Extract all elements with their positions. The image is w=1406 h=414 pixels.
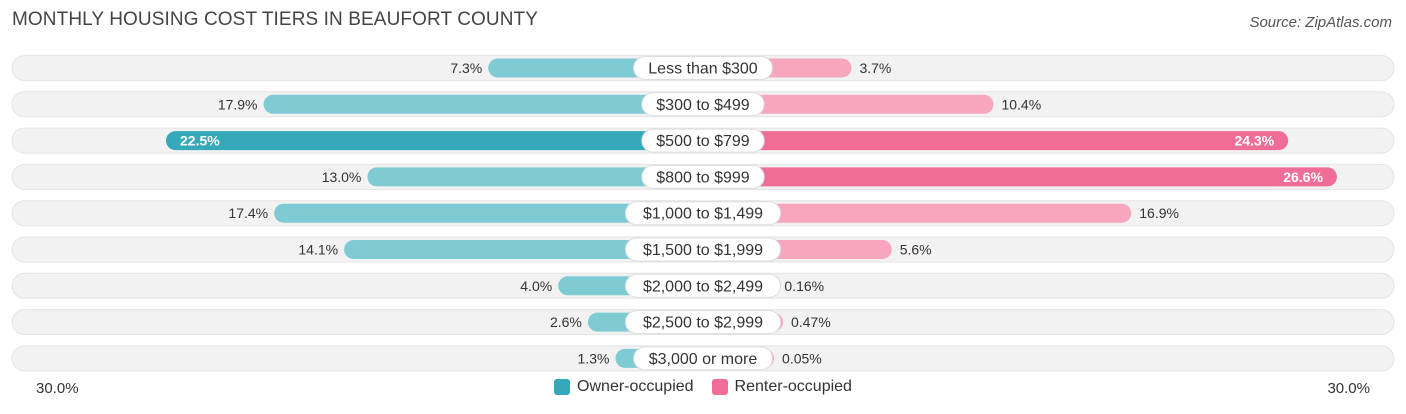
category-pill	[633, 56, 773, 80]
category-label: $2,000 to $2,499	[643, 278, 763, 295]
renter-value-label: 26.6%	[1283, 169, 1323, 185]
category-pill	[641, 128, 765, 153]
category-label: $500 to $799	[656, 133, 750, 150]
owner-value-label: 14.1%	[298, 242, 338, 258]
legend-item-renter: Renter-occupied	[711, 378, 852, 396]
owner-bar	[263, 94, 703, 114]
owner-value-label: 1.3%	[578, 350, 610, 366]
owner-bar	[344, 240, 703, 259]
category-pill	[641, 164, 765, 189]
category-label: $2,500 to $2,999	[643, 315, 763, 332]
renter-bar	[703, 203, 1132, 223]
category-pill	[624, 273, 782, 298]
renter-bar	[703, 131, 1289, 151]
category-label: Less than $300	[648, 61, 758, 78]
renter-value-label: 16.9%	[1139, 205, 1179, 221]
category-pill	[624, 201, 782, 226]
category-label: $300 to $499	[656, 97, 750, 114]
axis-label-left: 30.0%	[36, 380, 79, 397]
legend-label-renter: Renter-occupied	[734, 378, 852, 395]
owner-value-label: 2.6%	[550, 314, 582, 330]
owner-value-label: 17.4%	[228, 205, 268, 221]
axis-label-right: 30.0%	[1327, 380, 1370, 397]
legend-swatch-renter	[711, 379, 728, 395]
legend-swatch-owner	[554, 379, 571, 395]
owner-bar	[367, 167, 703, 187]
renter-value-label: 3.7%	[859, 60, 891, 76]
owner-bar	[274, 203, 703, 223]
owner-value-label: 17.9%	[218, 96, 258, 112]
chart-title: MONTHLY HOUSING COST TIERS IN BEAUFORT C…	[12, 9, 539, 30]
renter-value-label: 0.16%	[784, 278, 824, 294]
owner-value-label: 22.5%	[180, 133, 220, 149]
owner-value-label: 7.3%	[450, 60, 482, 76]
category-label: $1,500 to $1,999	[643, 242, 763, 259]
renter-value-label: 24.3%	[1234, 133, 1274, 149]
legend-item-owner: Owner-occupied	[554, 378, 694, 396]
renter-value-label: 10.4%	[1001, 96, 1041, 112]
category-pill	[641, 92, 765, 117]
renter-bar	[703, 167, 1337, 187]
renter-value-label: 0.47%	[791, 314, 831, 330]
category-pill	[633, 346, 773, 371]
category-label: $3,000 or more	[649, 351, 758, 368]
category-pill	[624, 237, 782, 262]
owner-value-label: 13.0%	[322, 169, 362, 185]
legend: Owner-occupied Renter-occupied	[0, 378, 1406, 396]
category-pill	[624, 310, 782, 335]
renter-value-label: 5.6%	[900, 242, 932, 258]
owner-bar	[166, 131, 703, 151]
renter-bar	[703, 94, 994, 114]
category-label: $800 to $999	[656, 169, 750, 186]
legend-label-owner: Owner-occupied	[577, 378, 694, 395]
renter-value-label: 0.05%	[782, 350, 822, 366]
owner-value-label: 4.0%	[520, 278, 552, 294]
category-label: $1,000 to $1,499	[643, 206, 763, 223]
source-note: Source: ZipAtlas.com	[1249, 14, 1392, 31]
